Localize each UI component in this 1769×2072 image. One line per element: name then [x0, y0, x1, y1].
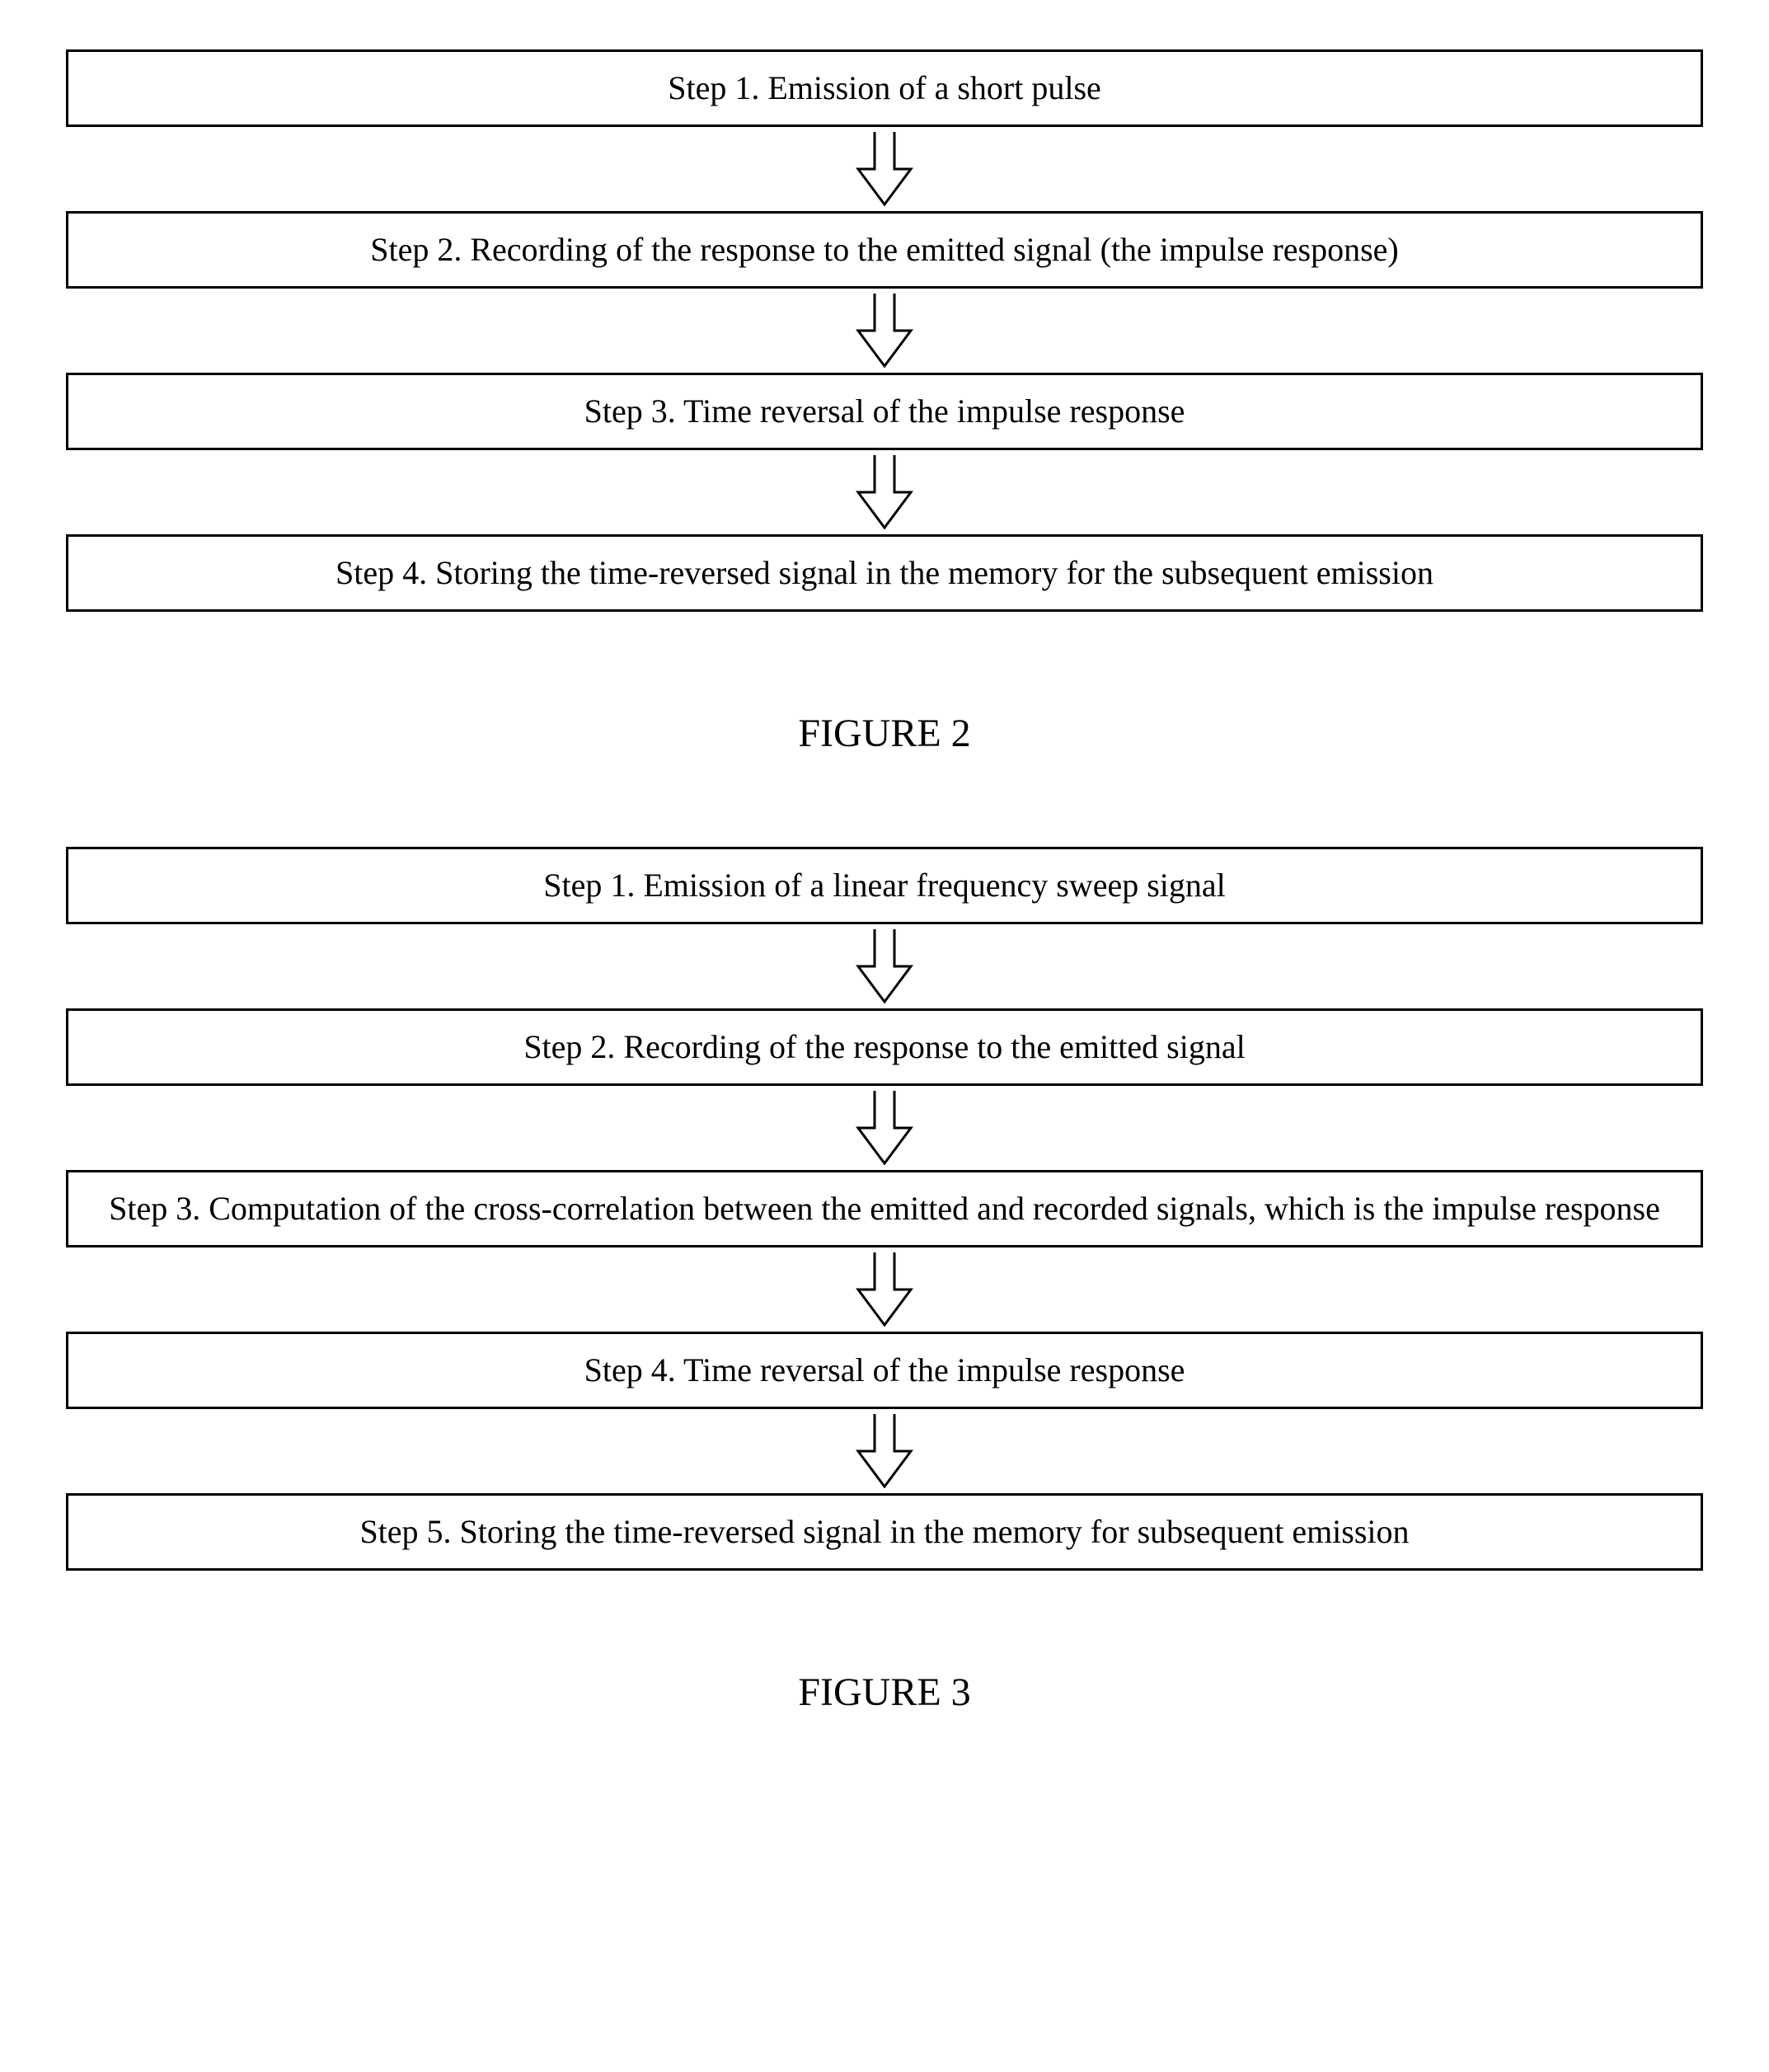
- arrow: [66, 924, 1703, 1008]
- figure3-flowchart: Step 1. Emission of a linear frequency s…: [66, 847, 1703, 1571]
- down-arrow-icon: [852, 294, 917, 368]
- down-arrow-icon: [852, 1414, 917, 1488]
- fig2-step-3: Step 3. Time reversal of the impulse res…: [66, 373, 1703, 450]
- fig3-step-5: Step 5. Storing the time-reversed signal…: [66, 1493, 1703, 1571]
- arrow: [66, 289, 1703, 373]
- figure3-label: FIGURE 3: [66, 1670, 1703, 1715]
- down-arrow-icon: [852, 929, 917, 1003]
- fig2-step-2: Step 2. Recording of the response to the…: [66, 211, 1703, 289]
- fig3-step-1: Step 1. Emission of a linear frequency s…: [66, 847, 1703, 924]
- fig2-step-4: Step 4. Storing the time-reversed signal…: [66, 534, 1703, 612]
- arrow: [66, 1086, 1703, 1170]
- fig3-step-3: Step 3. Computation of the cross-correla…: [66, 1170, 1703, 1247]
- down-arrow-icon: [852, 132, 917, 206]
- arrow: [66, 127, 1703, 211]
- down-arrow-icon: [852, 1091, 917, 1165]
- figure2-label: FIGURE 2: [66, 711, 1703, 756]
- fig2-step-1: Step 1. Emission of a short pulse: [66, 49, 1703, 127]
- arrow: [66, 1247, 1703, 1332]
- figure2-flowchart: Step 1. Emission of a short pulse Step 2…: [66, 49, 1703, 612]
- down-arrow-icon: [852, 455, 917, 529]
- down-arrow-icon: [852, 1252, 917, 1327]
- arrow: [66, 1409, 1703, 1493]
- fig3-step-4: Step 4. Time reversal of the impulse res…: [66, 1332, 1703, 1409]
- arrow: [66, 450, 1703, 534]
- fig3-step-2: Step 2. Recording of the response to the…: [66, 1008, 1703, 1086]
